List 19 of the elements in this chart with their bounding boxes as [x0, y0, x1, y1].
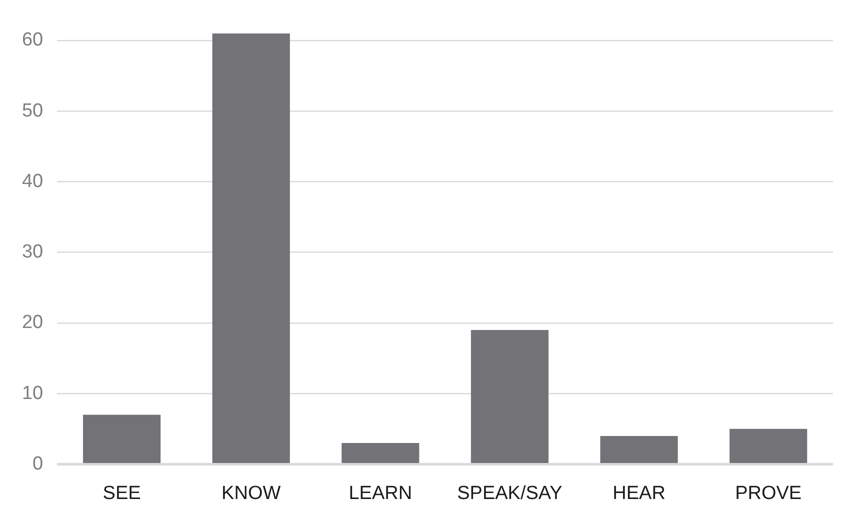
x-tick-label: SEE	[102, 482, 141, 504]
bar	[470, 330, 549, 463]
bar	[730, 428, 808, 463]
x-tick-label: SPEAK/SAY	[457, 482, 563, 504]
y-tick-label: 40	[22, 170, 44, 192]
y-tick-label: 20	[22, 312, 44, 334]
bar	[342, 443, 420, 463]
x-tick-label: PROVE	[735, 482, 802, 504]
bar	[82, 414, 161, 463]
x-tick-label: KNOW	[222, 482, 281, 504]
y-tick-label: 10	[22, 382, 44, 404]
y-tick-label: 60	[22, 30, 44, 51]
y-tick-label: 50	[22, 100, 44, 122]
x-tick-label: HEAR	[612, 482, 666, 504]
y-tick-label: 0	[32, 453, 44, 474]
y-tick-label: 30	[22, 242, 44, 263]
bar	[600, 436, 678, 463]
x-tick-label: LEARN	[348, 482, 412, 504]
bar	[212, 33, 290, 463]
